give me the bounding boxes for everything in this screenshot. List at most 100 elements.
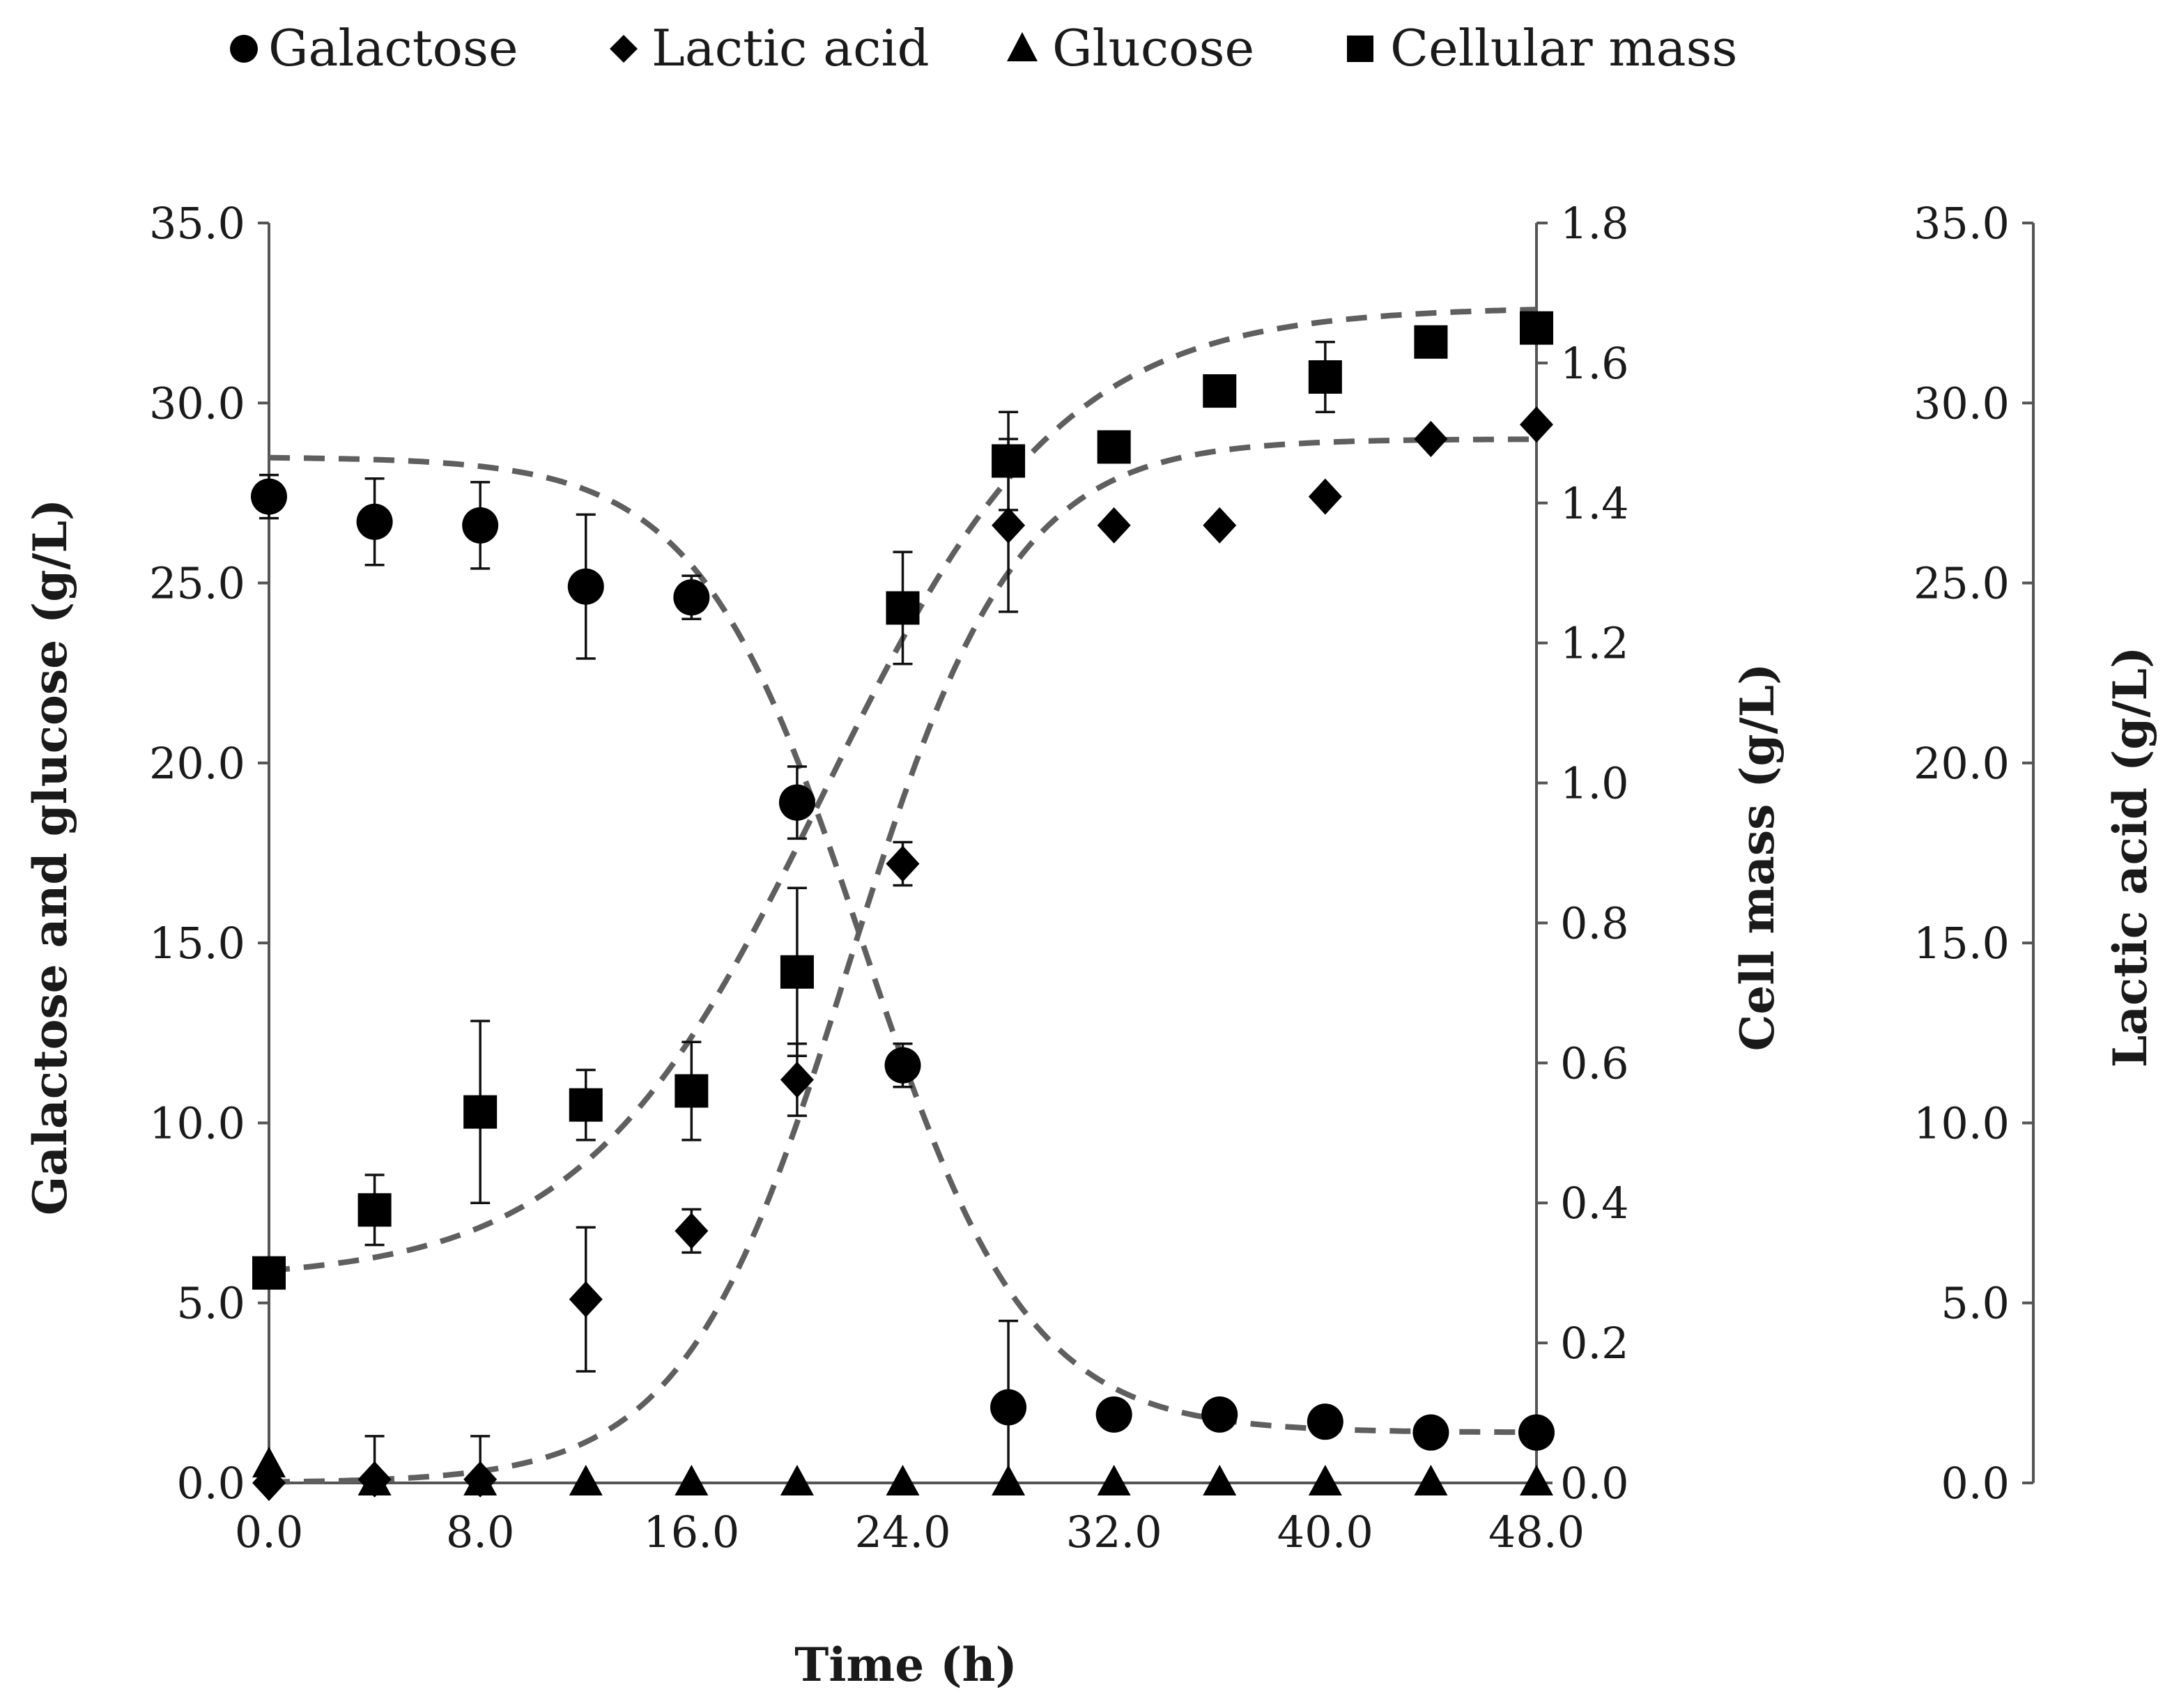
cellular-mass-point xyxy=(252,1256,286,1290)
right-y-axis-title: Lactic acid (g/L) xyxy=(2103,647,2157,1068)
glucose-point xyxy=(1308,1465,1342,1495)
mid-y-tick-label: 1.6 xyxy=(1560,338,1629,389)
legend-item-galactose: Galactose xyxy=(230,19,518,77)
legend-item-glucose: Glucose xyxy=(1007,19,1254,77)
x-tick-label: 24.0 xyxy=(854,1507,950,1557)
left-y-axis-title: Galactose and glucose (g/L) xyxy=(23,499,77,1215)
glucose-point xyxy=(675,1465,709,1495)
cellular-mass-point xyxy=(992,444,1026,478)
lactic-acid-point xyxy=(569,1281,603,1318)
x-axis-title: Time (h) xyxy=(794,1638,1017,1692)
mid-y-tick-label: 1.8 xyxy=(1560,198,1629,249)
left-y-axis-ticks: 0.0 5.0 10.0 15.0 20.0 25.0 30.0 35.0 xyxy=(149,198,269,1509)
mid-y-tick-label: 0.8 xyxy=(1560,898,1629,948)
left-y-tick-label: 30.0 xyxy=(149,378,245,429)
galactose-point xyxy=(1412,1414,1449,1451)
glucose-point xyxy=(1414,1465,1448,1495)
cellular-mass-point xyxy=(463,1095,498,1129)
glucose-point xyxy=(463,1465,498,1495)
mid-y-tick-label: 1.0 xyxy=(1560,758,1629,809)
glucose-point xyxy=(1097,1465,1131,1495)
galactose-point xyxy=(1095,1396,1132,1433)
cellular-mass-point xyxy=(1520,311,1553,345)
cellular-mass-point xyxy=(675,1074,709,1108)
right-y-tick-label: 10.0 xyxy=(1913,1098,2010,1148)
galactose-point xyxy=(1518,1414,1555,1451)
legend-label-galactose: Galactose xyxy=(268,19,518,77)
legend: Galactose Lactic acid Glucose Cellular m… xyxy=(230,19,1737,77)
legend-diamond-marker xyxy=(610,35,638,63)
legend-triangle-marker xyxy=(1007,32,1038,61)
x-tick-label: 16.0 xyxy=(643,1507,739,1557)
lactic-acid-point xyxy=(780,1061,814,1098)
cellular-mass-point xyxy=(1203,374,1237,408)
mid-y-axis-title: Cell mass (g/L) xyxy=(1730,663,1785,1052)
lactic-acid-point xyxy=(1308,478,1342,515)
glucose-point xyxy=(252,1447,286,1478)
glucose-point xyxy=(780,1465,814,1495)
left-y-tick-label: 35.0 xyxy=(149,198,245,249)
glucose-point xyxy=(1520,1465,1553,1495)
glucose-point xyxy=(569,1465,603,1495)
right-y-axis-ticks: 0.0 5.0 10.0 15.0 20.0 25.0 30.0 35.0 xyxy=(1913,198,2033,1509)
right-y-tick-label: 5.0 xyxy=(1941,1278,2010,1329)
x-tick-label: 8.0 xyxy=(446,1507,515,1557)
right-y-tick-label: 20.0 xyxy=(1913,738,2010,789)
lactic-acid-point xyxy=(1414,420,1448,457)
mid-y-axis-ticks: 0.0 0.2 0.4 0.6 0.8 1.0 1.2 1.4 1.6 1.8 xyxy=(1536,198,1629,1509)
fit-curves xyxy=(268,307,1537,1485)
left-y-tick-label: 15.0 xyxy=(149,918,245,969)
galactose-point xyxy=(1201,1396,1238,1433)
cellular-mass-point xyxy=(1414,325,1448,359)
legend-square-marker xyxy=(1347,36,1373,62)
glucose-point xyxy=(992,1465,1026,1495)
cellular-mass-point xyxy=(886,591,920,625)
x-tick-label: 40.0 xyxy=(1277,1507,1373,1557)
left-y-tick-label: 25.0 xyxy=(149,558,245,609)
legend-circle-marker xyxy=(230,35,258,63)
galactose-point xyxy=(462,507,499,544)
x-tick-label: 48.0 xyxy=(1488,1507,1585,1557)
mid-y-tick-label: 1.2 xyxy=(1560,618,1629,669)
cell-mass-fit-curve xyxy=(268,307,1537,1274)
right-y-tick-label: 30.0 xyxy=(1913,378,2010,429)
right-y-tick-label: 35.0 xyxy=(1913,198,2010,249)
glucose-point xyxy=(357,1465,392,1495)
legend-item-cellular-mass: Cellular mass xyxy=(1347,19,1737,77)
cellular-mass-point xyxy=(357,1193,392,1227)
legend-label-glucose: Glucose xyxy=(1052,19,1254,77)
right-y-tick-label: 15.0 xyxy=(1913,918,2010,969)
data-markers xyxy=(251,311,1555,1501)
cellular-mass-point xyxy=(1308,360,1342,394)
lactic-acid-point xyxy=(1520,406,1553,443)
mid-y-tick-label: 1.4 xyxy=(1560,478,1629,529)
right-y-tick-label: 25.0 xyxy=(1913,558,2010,609)
legend-item-lactic-acid: Lactic acid xyxy=(610,19,930,77)
cellular-mass-point xyxy=(569,1088,603,1122)
left-y-tick-label: 20.0 xyxy=(149,738,245,789)
mid-y-tick-label: 0.6 xyxy=(1560,1038,1629,1088)
cellular-mass-point xyxy=(780,955,814,989)
galactose-point xyxy=(356,503,393,540)
glucose-point xyxy=(886,1465,920,1495)
glucose-point xyxy=(1203,1465,1237,1495)
galactose-point xyxy=(673,579,710,616)
galactose-point xyxy=(990,1389,1027,1426)
mid-y-tick-label: 0.4 xyxy=(1560,1178,1629,1229)
galactose-point xyxy=(1307,1403,1343,1440)
left-y-tick-label: 5.0 xyxy=(176,1278,245,1329)
galactose-point xyxy=(778,784,815,821)
x-tick-label: 32.0 xyxy=(1066,1507,1162,1557)
lactic-acid-point xyxy=(886,845,920,882)
galactose-point xyxy=(884,1047,921,1084)
mid-y-tick-label: 0.2 xyxy=(1560,1318,1629,1369)
lactic-acid-point xyxy=(992,507,1026,544)
left-y-tick-label: 0.0 xyxy=(176,1458,245,1509)
legend-label-cellular-mass: Cellular mass xyxy=(1390,19,1737,77)
right-y-tick-label: 0.0 xyxy=(1941,1458,2010,1509)
lactic-acid-point xyxy=(675,1213,709,1249)
lactic-acid-point xyxy=(1203,507,1237,544)
legend-label-lactic-acid: Lactic acid xyxy=(652,19,930,77)
mid-y-tick-label: 0.0 xyxy=(1560,1458,1629,1509)
